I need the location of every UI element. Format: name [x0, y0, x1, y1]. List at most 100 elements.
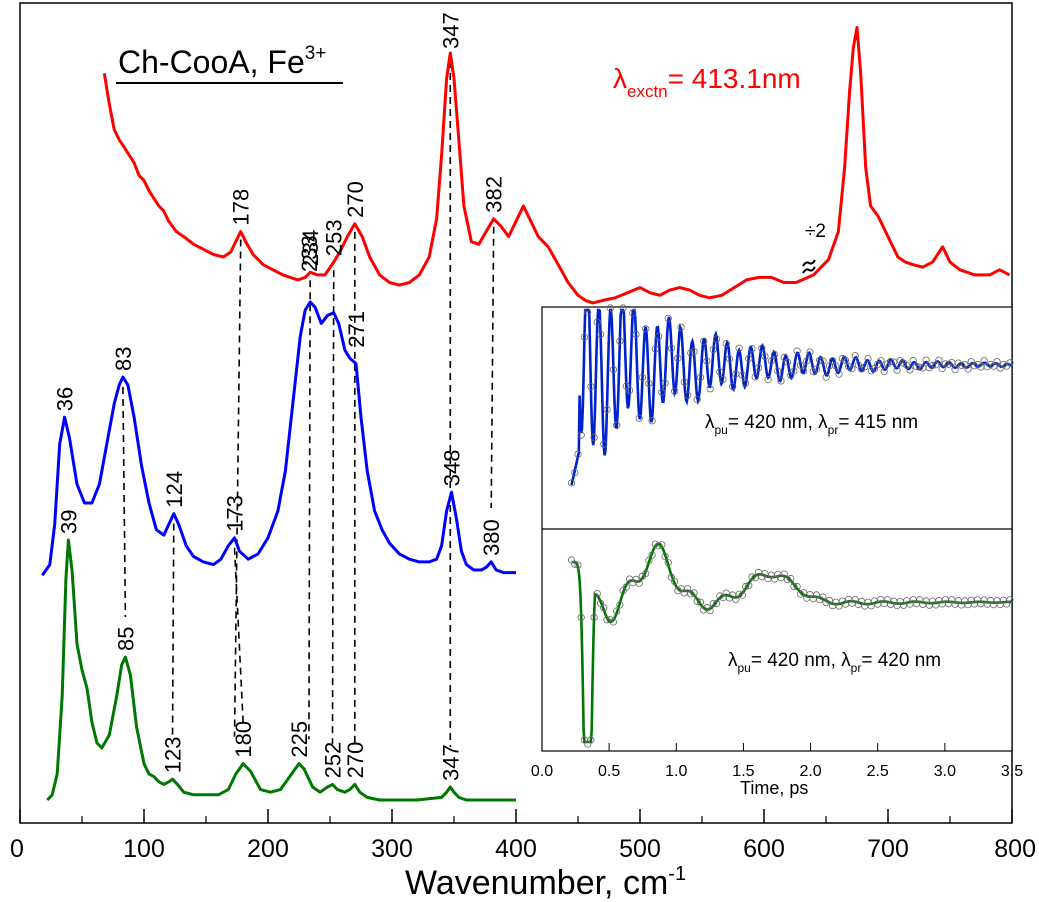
- x-tick-label-6: 600: [743, 835, 785, 863]
- inset-datapoint: [680, 378, 688, 386]
- x-tick-label-5: 500: [619, 835, 661, 863]
- inset-datapoint: [951, 366, 959, 374]
- inset-datapoint: [819, 357, 827, 365]
- inset-datapoint: [832, 362, 840, 370]
- inset-datapoint: [709, 599, 717, 608]
- inset-datapoint: [696, 373, 705, 381]
- peak-label-19: 252: [320, 742, 345, 779]
- axis-break-marker: ÷2: [802, 221, 826, 274]
- inset-datapoint: [574, 561, 582, 569]
- inset-datapoint: [587, 382, 595, 391]
- inset-datapoint: [957, 361, 966, 369]
- break-squiggle-2: [802, 266, 816, 274]
- inset-datapoint: [619, 304, 627, 312]
- inset-datapoint: [687, 590, 695, 598]
- peak-connector-lines: [122, 61, 495, 747]
- inset-datapoint: [584, 308, 592, 316]
- x-tick-label-1: 100: [123, 835, 165, 863]
- inset-datapoint: [609, 365, 618, 374]
- inset-datapoint: [777, 377, 785, 385]
- inset-datapoint: [764, 376, 772, 384]
- inset-datapoint: [935, 356, 943, 364]
- inset-datapoint: [1006, 359, 1014, 367]
- inset-datapoint: [822, 373, 830, 381]
- inset-datapoint: [567, 479, 576, 487]
- peak-label-5: 382: [482, 176, 507, 213]
- inset-datapoint: [635, 414, 643, 422]
- inset-datapoint: [645, 556, 653, 565]
- inset-datapoint: [745, 581, 753, 590]
- inset-x-axis-label: Time, ps: [740, 778, 808, 798]
- peak-label-8: 124: [162, 471, 187, 508]
- inset-datapoint: [761, 569, 769, 578]
- inset-datapoint: [577, 613, 585, 622]
- inset-datapoint: [658, 541, 666, 549]
- inset-datapoint: [632, 330, 640, 339]
- inset-datapoint: [683, 585, 692, 593]
- inset-datapoint: [754, 364, 763, 372]
- inset-datapoint: [661, 552, 669, 561]
- inset-datapoint: [761, 352, 769, 360]
- inset-bottom-label: λpu= 420 nm, λpr= 420 nm: [728, 650, 941, 675]
- inset-datapoint: [677, 323, 685, 331]
- inset-datapoint: [645, 379, 653, 387]
- inset-datapoint: [851, 352, 859, 360]
- inset-datapoint: [793, 582, 801, 591]
- inset-datapoint: [651, 345, 659, 353]
- inset-datapoint: [780, 570, 788, 578]
- inset-datapoint: [600, 604, 608, 612]
- spectrum-series-1: [41, 300, 516, 577]
- peak-label-7: 83: [111, 347, 136, 371]
- inset-top-lambda-2: λ: [813, 412, 828, 433]
- inset-datapoint: [783, 575, 792, 584]
- inset-time-domain: 0.0 0.5 1.0 1.5 2.0 2.5 3.0 3.5 Time, ps λpu= 4…: [531, 304, 1023, 798]
- inset-datapoint: [748, 573, 756, 581]
- inset-datapoint: [706, 385, 714, 393]
- inset-bottom-pu-val: = 420 nm,: [751, 650, 836, 671]
- inset-datapoint: [577, 431, 585, 439]
- inset-datapoint: [806, 348, 814, 356]
- inset-top-label: λpu= 420 nm, λpr= 415 nm: [705, 412, 918, 437]
- title-superscript: 3+: [305, 43, 327, 64]
- x-tick-label-0: 0: [10, 835, 24, 863]
- inset-datapoint: [758, 344, 766, 352]
- inset-datapoint: [964, 365, 972, 373]
- inset-x-tick-label-4: 2.0: [799, 763, 821, 780]
- peak-label-1: 178: [229, 189, 254, 226]
- inset-x-tick-label-1: 0.5: [598, 763, 620, 780]
- inset-datapoint: [674, 354, 682, 362]
- inset-datapoint: [835, 370, 843, 378]
- inset-datapoint: [613, 607, 621, 615]
- inset-datapoint: [622, 583, 630, 591]
- excitation-value: = 413.1nm: [668, 63, 801, 94]
- inset-datapoint: [741, 379, 750, 387]
- x-tick-label-4: 400: [495, 835, 537, 863]
- spectrum-series-2: [46, 538, 516, 802]
- inset-datapoint: [816, 356, 824, 364]
- peak-label-2: 234: [298, 230, 323, 267]
- inset-datapoint: [886, 357, 895, 366]
- inset-datapoint: [693, 395, 701, 404]
- excitation-wavelength-label: λexctn= 413.1nm: [613, 63, 801, 101]
- inset-datapoint: [593, 318, 601, 326]
- inset-datapoint: [825, 596, 834, 605]
- x-tick-label-2: 200: [247, 835, 289, 863]
- inset-datapoint: [609, 618, 618, 626]
- inset-datapoint: [790, 582, 798, 591]
- x-axis: 0 100 200 300 400 500 600 700 800: [10, 809, 1036, 863]
- inset-datapoint: [719, 375, 727, 384]
- inset-datapoint: [787, 574, 795, 583]
- inset-datapoint: [915, 363, 924, 371]
- x-axis-label-text: Wavenumber, cm: [405, 864, 668, 902]
- inset-datapoint: [712, 599, 721, 608]
- inset-datapoint: [580, 333, 589, 341]
- peak-label-14: 39: [56, 510, 81, 534]
- inset-datapoint: [909, 356, 917, 365]
- peak-label-9: 173: [223, 495, 248, 532]
- inset-datapoint: [571, 468, 579, 477]
- inset-datapoint: [851, 595, 859, 604]
- inset-x-tick-label-5: 2.5: [867, 763, 889, 780]
- inset-datapoint: [654, 542, 663, 550]
- inset-datapoint: [664, 559, 672, 567]
- inset-datapoint: [690, 347, 698, 356]
